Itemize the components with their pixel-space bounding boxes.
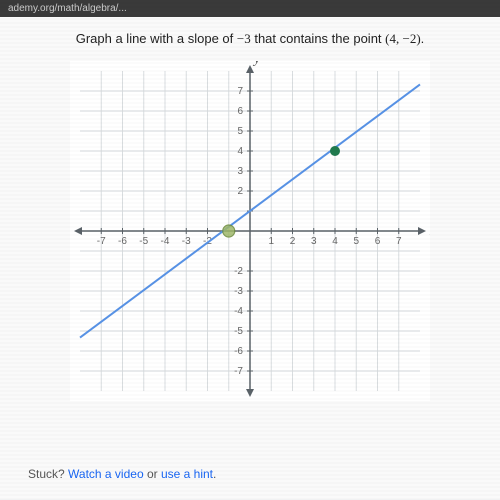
stuck-help: Stuck? Watch a video or use a hint. [28,467,216,481]
stuck-suffix: . [213,467,216,481]
svg-text:6: 6 [375,236,381,247]
svg-text:7: 7 [396,236,402,247]
svg-text:1: 1 [268,236,274,247]
svg-text:-6: -6 [234,346,243,357]
svg-text:-5: -5 [234,326,243,337]
instr-point: (4, −2) [385,31,421,46]
instr-slope: −3 [237,31,251,46]
svg-text:-5: -5 [139,236,148,247]
line-drag-point[interactable] [330,146,340,156]
svg-text:4: 4 [332,236,338,247]
svg-text:x: x [429,224,430,239]
instr-post: . [421,31,425,46]
svg-text:-3: -3 [234,286,243,297]
svg-text:-4: -4 [234,306,243,317]
svg-text:4: 4 [237,146,243,157]
svg-text:2: 2 [290,236,296,247]
svg-text:-6: -6 [118,236,127,247]
svg-text:-4: -4 [161,236,170,247]
page-content: Graph a line with a slope of −3 that con… [0,17,500,499]
svg-text:5: 5 [353,236,359,247]
instr-mid: that contains the point [251,31,385,46]
watch-video-link[interactable]: Watch a video [68,467,144,481]
instr-pre: Graph a line with a slope of [76,31,237,46]
svg-text:y: y [252,61,261,67]
svg-text:3: 3 [311,236,317,247]
svg-text:-7: -7 [234,366,243,377]
graph-container[interactable]: -7-6-5-4-3-21234567234567-2-3-4-5-6-7yx [70,61,430,401]
svg-text:7: 7 [237,86,243,97]
use-hint-link[interactable]: use a hint [161,467,213,481]
stuck-sep: or [144,467,161,481]
instruction-text: Graph a line with a slope of −3 that con… [28,31,472,47]
svg-text:5: 5 [237,126,243,137]
svg-text:-3: -3 [182,236,191,247]
svg-text:3: 3 [237,166,243,177]
svg-text:2: 2 [237,186,243,197]
url-bar: ademy.org/math/algebra/... [0,0,500,17]
stuck-prefix: Stuck? [28,467,68,481]
origin-drag-handle[interactable] [223,225,235,237]
svg-text:-7: -7 [97,236,106,247]
svg-text:6: 6 [237,106,243,117]
coordinate-graph[interactable]: -7-6-5-4-3-21234567234567-2-3-4-5-6-7yx [70,61,430,401]
svg-text:-2: -2 [234,266,243,277]
